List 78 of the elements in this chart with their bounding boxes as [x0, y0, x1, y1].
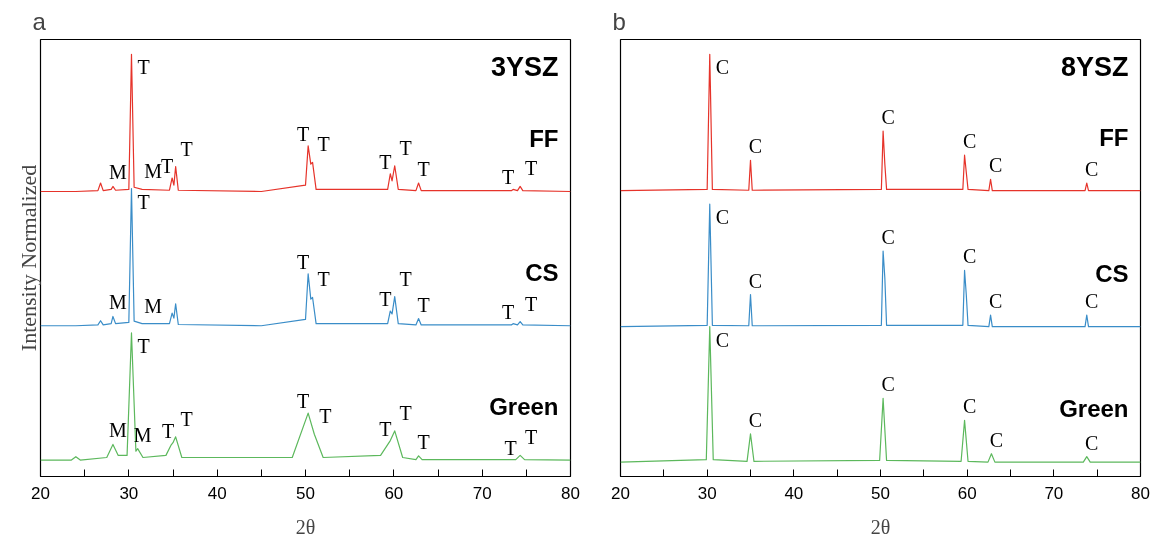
annotation: C [1085, 158, 1099, 181]
annotation: C [748, 269, 763, 292]
annotation: T [525, 157, 538, 180]
annotation: T [525, 292, 538, 315]
x-tick-label: 60 [384, 483, 404, 503]
x-axis-title: 2θ [295, 515, 316, 538]
annotation: T [379, 287, 392, 310]
annotation: T [297, 250, 310, 273]
annotation: T [180, 407, 193, 430]
chart-title: 8YSZ [1060, 51, 1129, 82]
annotation: C [715, 328, 730, 351]
annotation: M [109, 419, 128, 442]
annotation: T [399, 136, 412, 159]
annotation: C [715, 206, 730, 229]
text: a [32, 7, 47, 35]
x-tick-label: 40 [207, 483, 227, 503]
series-label: CS [1095, 259, 1129, 287]
x-tick-label: 30 [119, 483, 139, 503]
annotation: C [715, 56, 730, 79]
annotation: T [161, 154, 174, 177]
annotation: C [962, 245, 977, 268]
y-axis-title: Intensity Normalized [15, 164, 41, 352]
annotation: C [962, 130, 977, 153]
chart-title: 3YSZ [490, 51, 559, 82]
x-tick-label: 70 [472, 483, 492, 503]
annotation: M [133, 423, 152, 446]
annotation: C [748, 408, 763, 431]
annotation: C [989, 428, 1004, 451]
series-label: Green [489, 393, 559, 421]
x-axis-title: 2θ [870, 515, 891, 538]
annotation: T [319, 405, 332, 428]
annotation: T [137, 334, 150, 357]
annotation: T [379, 417, 392, 440]
annotation: T [501, 166, 515, 189]
x-tick-label: 20 [611, 483, 630, 503]
annotation: T [399, 267, 412, 290]
text: b [612, 7, 626, 35]
annotation: C [881, 373, 895, 396]
annotation: T [137, 56, 150, 79]
series-label: FF [529, 124, 559, 152]
annotation: C [881, 226, 895, 249]
annotation: T [379, 150, 392, 173]
x-tick-label: 80 [561, 483, 580, 503]
annotation: C [988, 290, 1003, 313]
annotation: T [501, 300, 515, 323]
annotation: T [180, 137, 193, 160]
x-tick-label: 40 [784, 483, 804, 503]
annotation: T [161, 419, 175, 442]
annotation: T [137, 190, 150, 213]
annotation: T [317, 133, 330, 156]
annotation: T [317, 268, 330, 291]
annotation: T [525, 426, 538, 449]
annotation: M [109, 291, 128, 314]
annotation: T [297, 390, 310, 413]
annotation: C [1085, 290, 1099, 313]
annotation: C [988, 154, 1003, 177]
annotation: T [417, 293, 430, 316]
x-tick-label: 20 [31, 483, 50, 503]
series-label: FF [1099, 123, 1129, 151]
series-label: Green [1059, 395, 1129, 423]
x-tick-label: 60 [957, 483, 977, 503]
annotation: M [144, 294, 163, 317]
x-tick-label: 30 [697, 483, 717, 503]
annotation: T [417, 158, 430, 181]
annotation: C [962, 395, 977, 418]
annotation: C [881, 106, 895, 129]
x-tick-label: 80 [1131, 483, 1150, 503]
x-tick-label: 50 [296, 483, 315, 503]
x-tick-label: 50 [871, 483, 890, 503]
annotation: T [417, 430, 430, 453]
annotation: M [109, 161, 128, 184]
annotation: T [504, 436, 517, 459]
annotation: T [399, 401, 412, 424]
x-tick-label: 70 [1044, 483, 1064, 503]
annotation: C [1085, 431, 1099, 454]
annotation: T [297, 122, 310, 145]
series-label: CS [525, 258, 559, 286]
annotation: C [748, 135, 763, 158]
